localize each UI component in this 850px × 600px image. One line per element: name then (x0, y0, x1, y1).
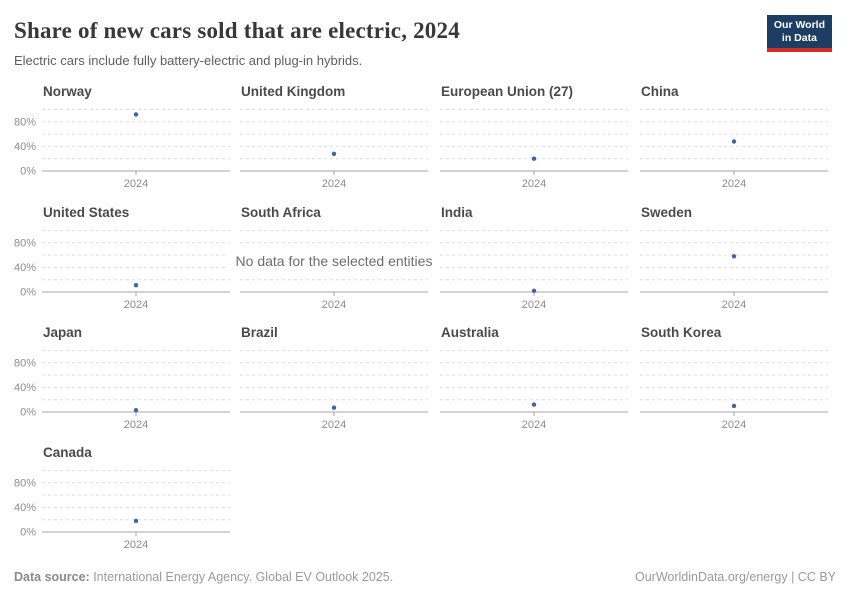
facet-title: South Korea (641, 325, 722, 340)
x-axis-label: 2024 (322, 299, 346, 311)
y-axis-label: 40% (14, 382, 36, 394)
data-point[interactable] (731, 254, 737, 259)
facet-title: Brazil (241, 325, 278, 340)
facet-sweden: Sweden 2024 (640, 205, 828, 311)
facet-south-africa: South Africa No data for the selected ent… (228, 205, 440, 311)
facet-title: United States (43, 205, 129, 220)
data-source-text: International Energy Agency. Global EV O… (89, 570, 394, 584)
facet-title: Canada (43, 445, 92, 460)
data-point[interactable] (731, 403, 737, 409)
owid-logo[interactable]: Our World in Data (766, 15, 832, 53)
facet-china: China 2024 (640, 84, 828, 190)
facet-title: Sweden (641, 205, 692, 220)
facet-japan: Japan 0% 40% 80% 2024 (14, 325, 230, 431)
facet-title: European Union (27) (441, 84, 573, 99)
data-source-label: Data source: (14, 570, 90, 584)
owid-logo-line2: in Data (781, 32, 817, 45)
no-data-backdrop (228, 249, 440, 273)
y-axis-label: 40% (14, 262, 36, 274)
facet-title: India (441, 205, 473, 220)
facet-title: South Africa (241, 205, 321, 220)
data-point[interactable] (331, 405, 337, 410)
facet-title: Australia (441, 325, 499, 340)
x-axis-label: 2024 (124, 419, 148, 431)
facet-south-korea: South Korea 2024 (640, 325, 828, 431)
x-axis-label: 2024 (722, 299, 746, 311)
data-point[interactable] (133, 408, 139, 413)
y-axis-label: 40% (14, 502, 36, 514)
chart-footer: Data source: International Energy Agency… (14, 570, 836, 584)
chart-subtitle: Electric cars include fully battery-elec… (14, 53, 363, 68)
y-axis-label: 80% (14, 357, 36, 369)
x-axis-label: 2024 (522, 419, 546, 431)
data-point[interactable] (531, 288, 537, 293)
x-axis-label: 2024 (322, 419, 346, 431)
facet-title: Norway (43, 84, 92, 99)
x-axis-label: 2024 (124, 299, 148, 311)
x-axis-label: 2024 (124, 539, 148, 551)
facet-title: United Kingdom (241, 84, 345, 99)
facet-india: India 2024 (440, 205, 628, 311)
y-axis-label: 0% (20, 527, 36, 539)
no-data-message: No data for the selected entities (236, 253, 433, 269)
chart-title: Share of new cars sold that are electric… (14, 18, 460, 43)
y-axis-label: 0% (20, 166, 36, 178)
data-point[interactable] (133, 518, 139, 524)
x-axis-label: 2024 (124, 178, 148, 190)
y-axis-label: 80% (14, 477, 36, 489)
y-axis-label: 0% (20, 287, 36, 299)
x-axis-label: 2024 (522, 299, 546, 311)
data-point[interactable] (531, 402, 537, 407)
facet-norway: Norway 0% 40% 80% 2024 (14, 84, 230, 190)
y-axis-label: 40% (14, 141, 36, 153)
facet-european-union-27-: European Union (27) 2024 (440, 84, 628, 190)
facet-united-kingdom: United Kingdom 2024 (240, 84, 428, 190)
data-point[interactable] (133, 283, 139, 288)
y-axis-label: 80% (14, 116, 36, 128)
facet-united-states: United States 0% 40% 80% 2024 (14, 205, 230, 311)
facet-title: China (641, 84, 679, 99)
y-axis-label: 80% (14, 237, 36, 249)
x-axis-label: 2024 (522, 178, 546, 190)
x-axis-label: 2024 (722, 419, 746, 431)
owid-logo-line1: Our World (773, 19, 825, 31)
data-point[interactable] (531, 156, 537, 161)
data-point[interactable] (731, 139, 737, 144)
x-axis-label: 2024 (322, 178, 346, 190)
license-link[interactable]: OurWorldinData.org/energy | CC BY (634, 570, 836, 584)
facet-canada: Canada 0% 40% 80% 2024 (14, 445, 230, 551)
data-point[interactable] (133, 112, 139, 117)
facet-brazil: Brazil 2024 (240, 325, 428, 431)
x-axis-label: 2024 (722, 178, 746, 190)
y-axis-label: 0% (20, 407, 36, 419)
data-point[interactable] (331, 151, 337, 156)
data-source-note: Data source: International Energy Agency… (14, 570, 393, 584)
facet-title: Japan (43, 325, 82, 340)
facet-australia: Australia 2024 (440, 325, 628, 431)
